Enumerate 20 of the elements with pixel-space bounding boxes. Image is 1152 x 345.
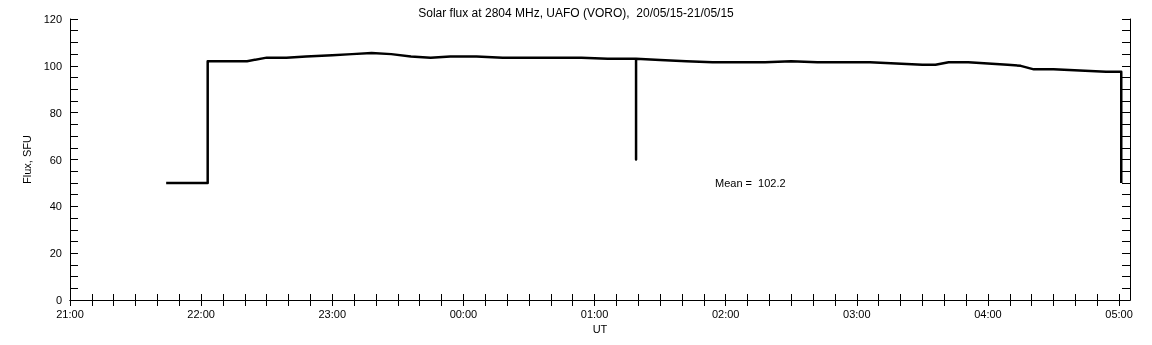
x-tick-label: 21:00 xyxy=(56,307,84,320)
y-tick-label: 80 xyxy=(49,106,62,119)
y-tick-label: 120 xyxy=(43,13,62,25)
annotation: Mean = 102.2 xyxy=(715,176,786,189)
x-tick-label: 02:00 xyxy=(711,307,740,320)
x-tick-label: 00:00 xyxy=(449,307,478,320)
y-tick-label: 100 xyxy=(43,59,62,72)
chart-title: Solar flux at 2804 MHz, UAFO (VORO), 20/05/15-21/05/15 xyxy=(418,6,735,20)
y-tick-label: 40 xyxy=(49,200,62,213)
x-tick-label: 05:00 xyxy=(1105,307,1133,320)
x-tick-label: 04:00 xyxy=(974,307,1002,320)
y-tick-label: 60 xyxy=(49,153,62,166)
x-tick-label: 22:00 xyxy=(187,307,215,320)
x-tick-label: 01:00 xyxy=(580,307,609,320)
x-tick-label: 23:00 xyxy=(318,307,347,320)
x-axis-title: UT xyxy=(592,323,608,336)
y-tick-label: 20 xyxy=(49,247,62,260)
y-axis-title: Flux, SFU xyxy=(20,135,33,184)
y-tick-label: 0 xyxy=(55,294,62,306)
x-tick-label: 03:00 xyxy=(843,307,871,320)
